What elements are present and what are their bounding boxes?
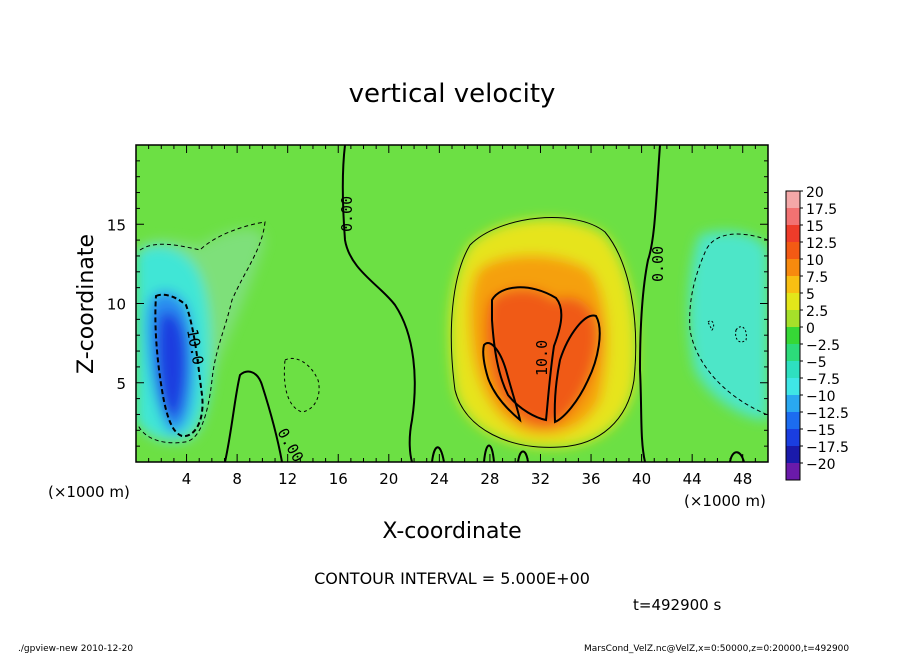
- colorbar-label: −17.5: [806, 440, 849, 456]
- contour-label: 10.0: [533, 340, 551, 376]
- contour-zero-spikes: [431, 444, 745, 462]
- colorbar-swatch: [786, 378, 800, 395]
- x-tick-label: 32: [531, 470, 550, 488]
- contour-neg10-left: [154, 293, 204, 438]
- x-tick-label: 44: [683, 470, 702, 488]
- contour-10-right: [553, 314, 601, 424]
- x-tick-label: 40: [632, 470, 651, 488]
- y-axis-label: Z-coordinate: [74, 234, 99, 374]
- contour-zero-left: [341, 145, 416, 462]
- colorbar-frame: [785, 190, 801, 481]
- colorbar-swatch: [786, 242, 800, 259]
- x-tick-label: 8: [232, 470, 242, 488]
- x-axis: 4 8 12 16 20 24 28 32 36 40 44 48: [135, 145, 769, 488]
- contour-interval-text: CONTOUR INTERVAL = 5.000E+00: [314, 569, 590, 588]
- colorbar-swatch: [786, 344, 800, 361]
- x-tick-label: 24: [430, 470, 449, 488]
- colorbar-swatch: [786, 395, 800, 412]
- contour-10-left: [482, 342, 522, 423]
- colorbar: 2017.51512.5107.552.50−2.5−5−7.5−10−12.5…: [785, 185, 849, 481]
- contour-label: 10.0: [183, 328, 207, 367]
- colorbar-label: −5: [806, 355, 827, 371]
- updraft-red: [486, 288, 599, 427]
- colorbar-swatch: [786, 361, 800, 378]
- colorbar-swatch: [786, 327, 800, 344]
- contour-neg5-right: [689, 233, 768, 416]
- chart-title: vertical velocity: [349, 79, 556, 109]
- x-tick-label: 4: [182, 470, 192, 488]
- contour-label: 0.00: [338, 196, 356, 232]
- colorbar-swatch: [786, 276, 800, 293]
- x-unit-right: (×1000 m): [684, 492, 766, 510]
- colorbar-label: 5: [806, 287, 815, 303]
- colorbar-swatch: [786, 225, 800, 242]
- contour-label: 0.00: [649, 246, 667, 282]
- contour-lines: [137, 145, 768, 462]
- contour-10-main: [491, 286, 563, 422]
- colorbar-label: −10: [806, 389, 836, 405]
- y-tick-label: 5: [116, 375, 126, 393]
- colorbar-label: 15: [806, 219, 824, 235]
- x-tick-label: 12: [278, 470, 297, 488]
- contour-neg5-small: [283, 357, 320, 413]
- y-tick-label: 15: [107, 216, 126, 234]
- colorbar-label: 10: [806, 253, 824, 269]
- colorbar-label: 2.5: [806, 304, 828, 320]
- colorbar-swatch: [786, 463, 800, 480]
- colorbar-swatch: [786, 191, 800, 208]
- colorbar-swatch: [786, 208, 800, 225]
- colorbar-label: 0: [806, 321, 815, 337]
- colorbar-label: 12.5: [806, 236, 837, 252]
- contour-zero-bottom: [224, 370, 283, 462]
- colorbar-swatch: [786, 310, 800, 327]
- colorbar-label: −15: [806, 423, 836, 439]
- colorbar-swatch: [786, 429, 800, 446]
- colorbar-label: 7.5: [806, 270, 828, 286]
- x-tick-label: 48: [733, 470, 752, 488]
- right-cyan: [688, 231, 768, 420]
- y-axis: 5 10 15: [107, 144, 768, 463]
- x-tick-label: 36: [581, 470, 600, 488]
- contour-neg5-left: [137, 221, 266, 444]
- colorbar-swatch: [786, 446, 800, 463]
- y-tick-label: 10: [107, 296, 126, 314]
- x-tick-label: 28: [480, 470, 499, 488]
- time-text: t=492900 s: [633, 596, 721, 614]
- x-unit-left: (×1000 m): [48, 483, 130, 501]
- colorbar-label: −2.5: [806, 338, 840, 354]
- colorbar-label: −7.5: [806, 372, 840, 388]
- contour-5-outer: [450, 217, 637, 448]
- footer-right: MarsCond_VelZ.nc@VelZ,x=0:50000,z=0:2000…: [584, 644, 849, 654]
- colorbar-label: 20: [806, 185, 824, 201]
- colorbar-swatch: [786, 293, 800, 310]
- colorbar-label: 17.5: [806, 202, 837, 218]
- colorbar-swatch: [786, 412, 800, 429]
- footer-left: ./gpview-new 2010-12-20: [18, 644, 133, 654]
- colorbar-swatch: [786, 259, 800, 276]
- plot-area: [136, 145, 768, 462]
- x-tick-label: 16: [329, 470, 348, 488]
- x-tick-label: 20: [379, 470, 398, 488]
- downdraft-core: [156, 311, 187, 419]
- colorbar-label: −12.5: [806, 406, 849, 422]
- contour-neg5-dots: [707, 320, 747, 343]
- x-axis-label: X-coordinate: [382, 519, 521, 544]
- colorbar-label: −20: [806, 457, 836, 473]
- contour-zero-right: [638, 145, 661, 462]
